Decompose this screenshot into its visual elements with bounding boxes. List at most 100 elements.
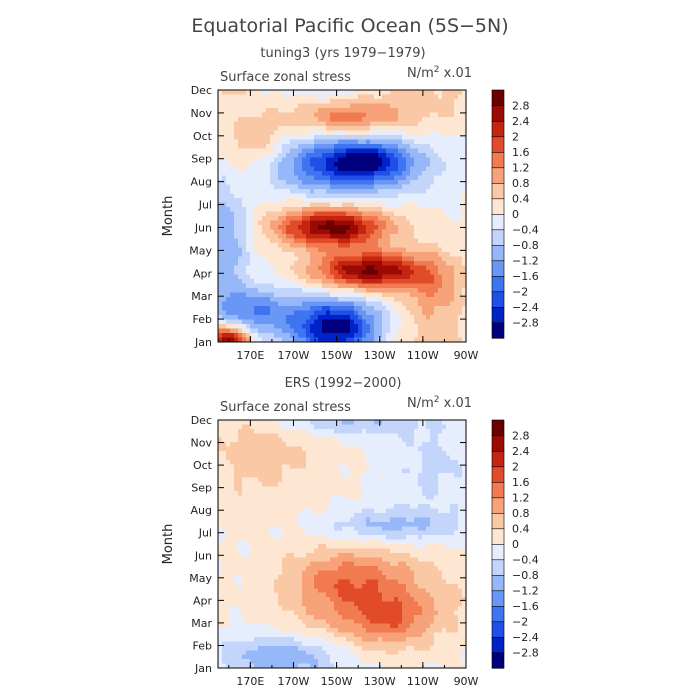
contour-cell bbox=[274, 270, 279, 276]
contour-cell bbox=[338, 265, 343, 271]
contour-cell bbox=[414, 180, 419, 186]
contour-cell bbox=[370, 261, 375, 267]
contour-cell bbox=[410, 225, 415, 231]
contour-cell bbox=[314, 315, 319, 321]
contour-cell bbox=[338, 477, 343, 483]
contour-cell bbox=[230, 517, 235, 523]
contour-cell bbox=[354, 247, 359, 253]
contour-cell bbox=[454, 211, 459, 217]
contour-cell bbox=[454, 437, 459, 443]
contour-cell bbox=[234, 175, 239, 181]
contour-cell bbox=[426, 337, 431, 343]
contour-cell bbox=[362, 424, 367, 430]
contour-cell bbox=[302, 324, 307, 330]
contour-cell bbox=[330, 328, 335, 334]
contour-cell bbox=[394, 99, 399, 105]
colorbar-label: 2.4 bbox=[512, 115, 530, 128]
contour-cell bbox=[366, 261, 371, 267]
contour-cell bbox=[274, 333, 279, 339]
contour-cell bbox=[394, 310, 399, 316]
contour-cell bbox=[254, 477, 259, 483]
contour-cell bbox=[462, 108, 467, 114]
contour-cell bbox=[422, 220, 427, 226]
contour-cell bbox=[318, 504, 323, 510]
contour-cell bbox=[386, 121, 391, 127]
contour-cell bbox=[394, 103, 399, 109]
contour-cell bbox=[350, 229, 355, 235]
contour-cell bbox=[342, 459, 347, 465]
contour-cell bbox=[450, 247, 455, 253]
contour-cell bbox=[354, 274, 359, 280]
contour-cell bbox=[378, 279, 383, 285]
contour-cell bbox=[238, 261, 243, 267]
contour-cell bbox=[218, 274, 223, 280]
contour-cell bbox=[218, 424, 223, 430]
contour-cell bbox=[298, 103, 303, 109]
contour-cell bbox=[354, 175, 359, 181]
contour-cell bbox=[318, 184, 323, 190]
contour-cell bbox=[430, 420, 435, 426]
contour-cell bbox=[274, 99, 279, 105]
contour-cell bbox=[242, 283, 247, 289]
contour-cell bbox=[318, 171, 323, 177]
contour-cell bbox=[218, 144, 223, 150]
contour-cell bbox=[278, 451, 283, 457]
contour-cell bbox=[354, 225, 359, 231]
contour-cell bbox=[258, 477, 263, 483]
contour-cell bbox=[302, 171, 307, 177]
contour-cell bbox=[246, 144, 251, 150]
contour-cell bbox=[366, 517, 371, 523]
contour-cell bbox=[394, 499, 399, 505]
contour-cell bbox=[410, 175, 415, 181]
contour-cell bbox=[350, 130, 355, 136]
contour-cell bbox=[338, 433, 343, 439]
contour-cell bbox=[326, 238, 331, 244]
contour-cell bbox=[366, 437, 371, 443]
contour-cell bbox=[330, 310, 335, 316]
contour-cell bbox=[402, 486, 407, 492]
colorbar-swatch bbox=[491, 151, 505, 169]
contour-cell bbox=[342, 464, 347, 470]
contour-cell bbox=[330, 292, 335, 298]
contour-cell bbox=[338, 446, 343, 452]
contour-cell bbox=[294, 261, 299, 267]
contour-cell bbox=[290, 279, 295, 285]
contour-cell bbox=[450, 153, 455, 159]
contour-cell bbox=[446, 252, 451, 258]
contour-cell bbox=[402, 171, 407, 177]
contour-cell bbox=[242, 464, 247, 470]
contour-cell bbox=[362, 247, 367, 253]
contour-cell bbox=[370, 270, 375, 276]
contour-cell bbox=[238, 508, 243, 514]
contour-cell bbox=[326, 486, 331, 492]
contour-cell bbox=[450, 207, 455, 213]
contour-cell bbox=[270, 180, 275, 186]
contour-cell bbox=[318, 459, 323, 465]
contour-cell bbox=[282, 256, 287, 262]
contour-cell bbox=[250, 126, 255, 132]
contour-cell bbox=[338, 216, 343, 222]
contour-cell bbox=[234, 301, 239, 307]
contour-cell bbox=[262, 126, 267, 132]
contour-cell bbox=[434, 162, 439, 168]
contour-cell bbox=[366, 451, 371, 457]
contour-cell bbox=[322, 126, 327, 132]
contour-cell bbox=[262, 482, 267, 488]
contour-cell bbox=[382, 283, 387, 289]
contour-cell bbox=[370, 180, 375, 186]
contour-cell bbox=[258, 261, 263, 267]
contour-cell bbox=[238, 424, 243, 430]
contour-cell bbox=[218, 442, 223, 448]
contour-cell bbox=[350, 337, 355, 343]
contour-cell bbox=[286, 315, 291, 321]
contour-cell bbox=[254, 455, 259, 461]
contour-cell bbox=[446, 459, 451, 465]
contour-cell bbox=[270, 279, 275, 285]
contour-cell bbox=[298, 499, 303, 505]
contour-cell bbox=[426, 459, 431, 465]
contour-cell bbox=[454, 117, 459, 123]
contour-cell bbox=[462, 180, 467, 186]
contour-cell bbox=[222, 103, 227, 109]
contour-cell bbox=[326, 180, 331, 186]
contour-cell bbox=[310, 193, 315, 199]
